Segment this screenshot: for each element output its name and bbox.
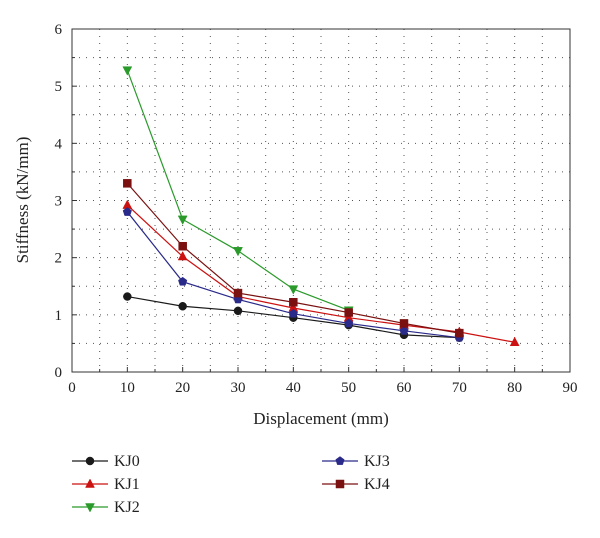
series-line-kj1 (126, 204, 515, 343)
legend-label: KJ0 (114, 453, 140, 470)
data-point-kj3 (122, 207, 132, 216)
axis-ticks (71, 28, 571, 373)
legend-marker (85, 503, 95, 513)
x-tick-label: 90 (563, 380, 578, 396)
data-point-kj4 (178, 241, 187, 251)
legend-item-kj4: KJ4 (322, 476, 390, 493)
x-tick-label: 20 (175, 380, 190, 396)
y-tick-label: 1 (55, 308, 63, 324)
data-point-kj3 (288, 308, 298, 318)
plot-frame (71, 28, 571, 373)
x-tick-label: 0 (68, 380, 76, 396)
data-point-kj1 (509, 336, 520, 347)
x-tick-label: 50 (341, 380, 356, 396)
data-point-kj2 (288, 285, 299, 295)
x-tick-label: 80 (507, 380, 522, 396)
data-point-kj2 (177, 215, 188, 225)
y-tick-label: 5 (55, 79, 63, 95)
y-tick-label: 6 (55, 22, 63, 38)
y-tick-label: 3 (55, 194, 63, 210)
data-point-kj4 (455, 328, 464, 338)
data-point-kj3 (344, 318, 354, 328)
x-tick-labels: 0 10 20 30 40 50 60 70 80 90 (68, 380, 577, 396)
legend-item-kj0: KJ0 (72, 453, 140, 470)
data-point-kj3 (399, 326, 409, 335)
y-axis-title: Stiffness (kN/mm) (13, 137, 32, 264)
x-axis-title: Displacement (mm) (253, 409, 389, 428)
data-point-kj0 (233, 306, 243, 316)
data-point-kj4 (123, 179, 132, 188)
legend-marker (85, 478, 95, 488)
data-point-kj4 (233, 288, 243, 298)
x-tick-label: 60 (397, 380, 412, 396)
data-point-kj4 (289, 298, 298, 307)
x-tick-label: 30 (231, 380, 246, 396)
data-point-kj0 (123, 292, 132, 301)
y-tick-labels: 0 1 2 3 4 5 6 (55, 22, 63, 381)
x-tick-label: 40 (286, 380, 301, 396)
y-tick-label: 0 (55, 365, 63, 381)
legend-label: KJ3 (364, 453, 390, 470)
legend-marker (85, 456, 95, 466)
x-tick-label: 70 (452, 380, 467, 396)
legend-item-kj3: KJ3 (322, 453, 390, 470)
data-point-kj1 (177, 250, 188, 261)
legend-label: KJ4 (364, 476, 390, 493)
legend-item-kj1: KJ1 (72, 476, 140, 493)
series-kj4 (123, 179, 464, 338)
legend-item-kj2: KJ2 (72, 499, 140, 516)
legend-marker (335, 479, 345, 489)
y-tick-label: 2 (55, 251, 63, 267)
data-point-kj4 (399, 319, 409, 328)
data-point-kj0 (178, 302, 187, 311)
data-point-kj3 (178, 276, 188, 286)
x-tick-label: 10 (120, 380, 135, 396)
series-group (122, 66, 520, 347)
data-point-kj2 (233, 247, 243, 257)
legend-label: KJ2 (114, 499, 140, 516)
legend: KJ0 KJ1 KJ2 KJ3 KJ4 (72, 453, 390, 516)
legend-label: KJ1 (114, 476, 140, 493)
data-point-kj4 (344, 308, 353, 317)
data-point-kj2 (122, 66, 133, 76)
y-tick-label: 4 (55, 136, 63, 152)
legend-marker (335, 456, 345, 465)
grid (72, 29, 570, 372)
